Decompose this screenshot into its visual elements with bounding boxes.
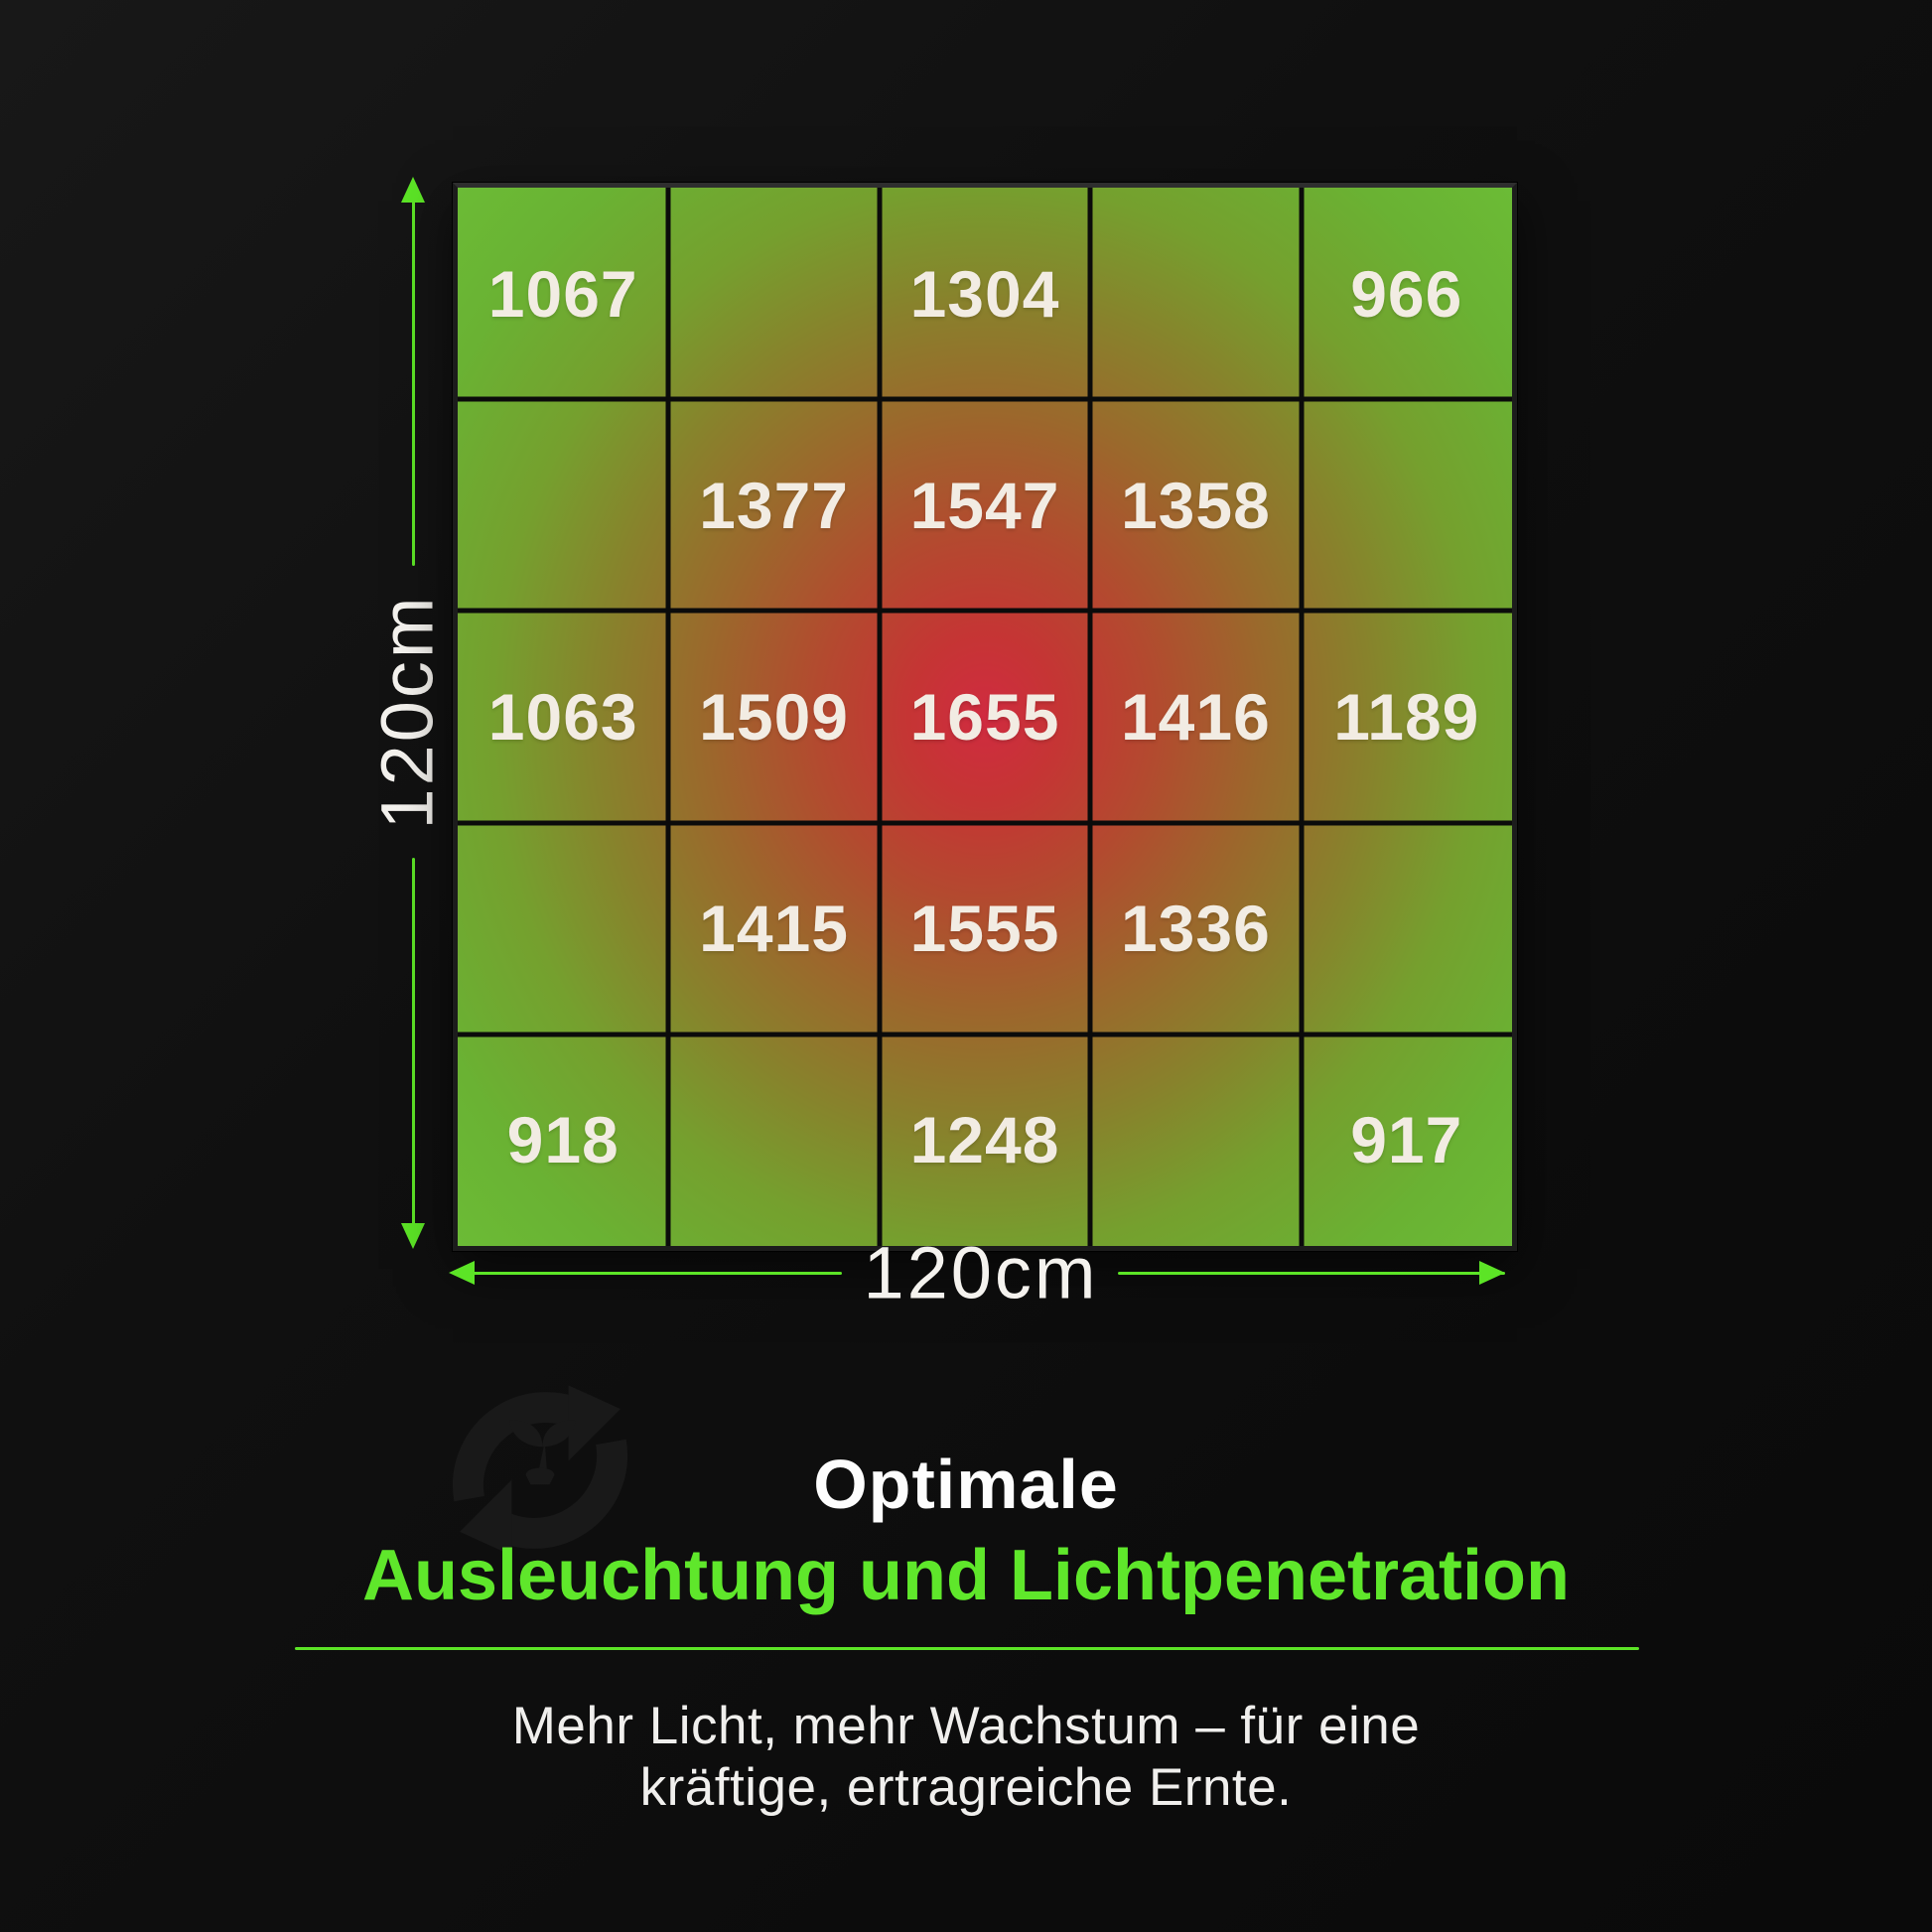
- heatmap-cell: 1248: [909, 1103, 1060, 1177]
- heatmap-cell: 1377: [699, 468, 849, 542]
- heatmap-cell: 1509: [699, 679, 849, 754]
- divider-line: [295, 1647, 1639, 1650]
- horizontal-dimension-line-left: [453, 1272, 842, 1275]
- vertical-dimension-line-bottom: [412, 858, 415, 1245]
- subtitle: Mehr Licht, mehr Wachstum – für eine krä…: [0, 1696, 1932, 1819]
- heatmap-cell: 1336: [1120, 892, 1271, 966]
- grid-line: [458, 608, 1512, 614]
- title-line-1: Optimale: [813, 1446, 1119, 1523]
- horizontal-dimension-line-right: [1118, 1272, 1505, 1275]
- heatmap-cell: 1304: [909, 256, 1060, 331]
- heatmap-cell: [668, 188, 879, 399]
- heatmap-cell: 1547: [909, 468, 1060, 542]
- heatmap-cell: 1655: [909, 679, 1060, 754]
- heatmap-cell: 1358: [1120, 468, 1271, 542]
- ppfd-heatmap: 1067 1304 966 1377 1547 1358 1063 1509 1…: [453, 183, 1517, 1251]
- grid-line: [458, 1032, 1512, 1037]
- heatmap-cell: [1090, 1035, 1301, 1246]
- subtitle-line-1: Mehr Licht, mehr Wachstum – für eine: [511, 1697, 1421, 1755]
- heatmap-cell: 1063: [487, 679, 638, 754]
- heatmap-cell: [1090, 188, 1301, 399]
- heatmap-cell: [1302, 399, 1512, 611]
- left-dimension-label: 120cm: [365, 594, 449, 830]
- heatmap-cell: [668, 1035, 879, 1246]
- arrow-right-icon: [1479, 1261, 1505, 1285]
- grid-line: [458, 396, 1512, 402]
- subtitle-line-2: kräftige, ertragreiche Ernte.: [639, 1758, 1293, 1817]
- grid-line: [665, 188, 671, 1246]
- heatmap-cell: 966: [1350, 256, 1463, 331]
- title-line-2: Ausleuchtung und Lichtpenetration: [362, 1536, 1570, 1615]
- heatmap-cell: 1189: [1333, 679, 1480, 754]
- heatmap-cell: [458, 399, 668, 611]
- heatmap-cell: 1415: [699, 892, 849, 966]
- heatmap-cell: 1555: [909, 892, 1060, 966]
- heatmap-grid: 1067 1304 966 1377 1547 1358 1063 1509 1…: [458, 188, 1512, 1246]
- arrow-down-icon: [401, 1223, 425, 1249]
- grid-line: [458, 820, 1512, 826]
- heatmap-cell: 1416: [1120, 679, 1271, 754]
- heatmap-cell: 918: [506, 1103, 620, 1177]
- heatmap-cell: 1067: [487, 256, 638, 331]
- grid-line: [877, 188, 883, 1246]
- recycle-sprout-icon: [452, 1385, 628, 1556]
- grid-line: [1087, 188, 1093, 1246]
- vertical-dimension-line-top: [412, 181, 415, 566]
- bottom-dimension-label: 120cm: [863, 1231, 1099, 1314]
- heatmap-cell: [1302, 823, 1512, 1035]
- grid-line: [1299, 188, 1305, 1246]
- heatmap-cell: [458, 823, 668, 1035]
- heatmap-cell: 917: [1350, 1103, 1463, 1177]
